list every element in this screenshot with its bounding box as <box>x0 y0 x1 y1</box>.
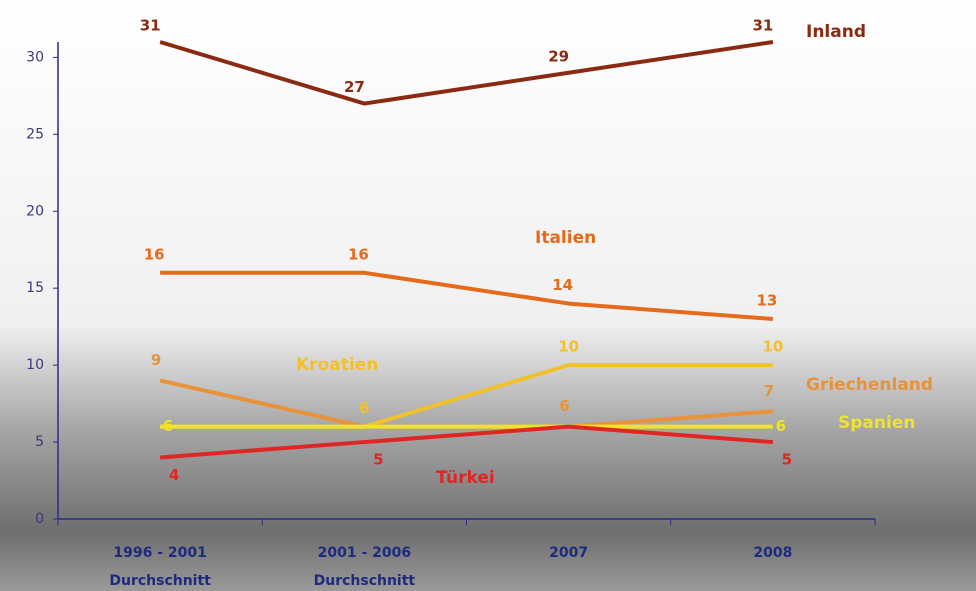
value-label: 7 <box>764 382 774 400</box>
y-tick-label: 30 <box>26 49 44 65</box>
value-label: 10 <box>558 338 579 356</box>
y-tick-label: 10 <box>26 357 44 373</box>
series-line <box>159 40 774 106</box>
value-label: 6 <box>163 417 173 435</box>
value-label: 5 <box>373 451 383 469</box>
value-label: 29 <box>548 47 569 65</box>
value-label: 16 <box>144 245 165 263</box>
value-label: 4 <box>169 466 179 484</box>
y-tick-label: 25 <box>26 126 44 142</box>
x-tick-sublabel: Durchschnitt <box>109 573 211 589</box>
value-label: 6 <box>359 399 369 417</box>
y-tick-label: 15 <box>26 280 44 296</box>
x-tick-sublabel: Durchschnitt <box>314 573 416 589</box>
value-label: 27 <box>344 78 365 96</box>
x-tick-label: 2001 - 2006 <box>318 545 412 561</box>
y-tick-label: 20 <box>26 203 44 219</box>
value-label: 10 <box>762 338 783 356</box>
x-tick-label: 2008 <box>753 545 792 561</box>
value-label: 13 <box>756 291 777 309</box>
value-label: 31 <box>140 17 161 35</box>
series-name: Türkei <box>436 468 495 488</box>
value-label: 16 <box>348 245 369 263</box>
x-tick-label: 2007 <box>549 545 588 561</box>
series-name: Inland <box>806 22 866 42</box>
series-name: Kroatien <box>296 355 378 375</box>
series-name: Spanien <box>838 413 915 433</box>
value-label: 14 <box>552 276 573 294</box>
value-label: 6 <box>559 397 569 415</box>
series-name: Griechenland <box>806 375 933 395</box>
y-tick-label: 0 <box>35 511 44 527</box>
value-label: 9 <box>151 351 161 369</box>
value-label: 31 <box>752 17 773 35</box>
y-tick-label: 5 <box>35 434 44 450</box>
series-line <box>160 270 774 321</box>
x-tick-label: 1996 - 2001 <box>113 545 207 561</box>
series-line <box>159 424 774 460</box>
value-label: 5 <box>782 451 792 469</box>
series-name: Italien <box>535 228 596 248</box>
value-label: 6 <box>776 417 786 435</box>
